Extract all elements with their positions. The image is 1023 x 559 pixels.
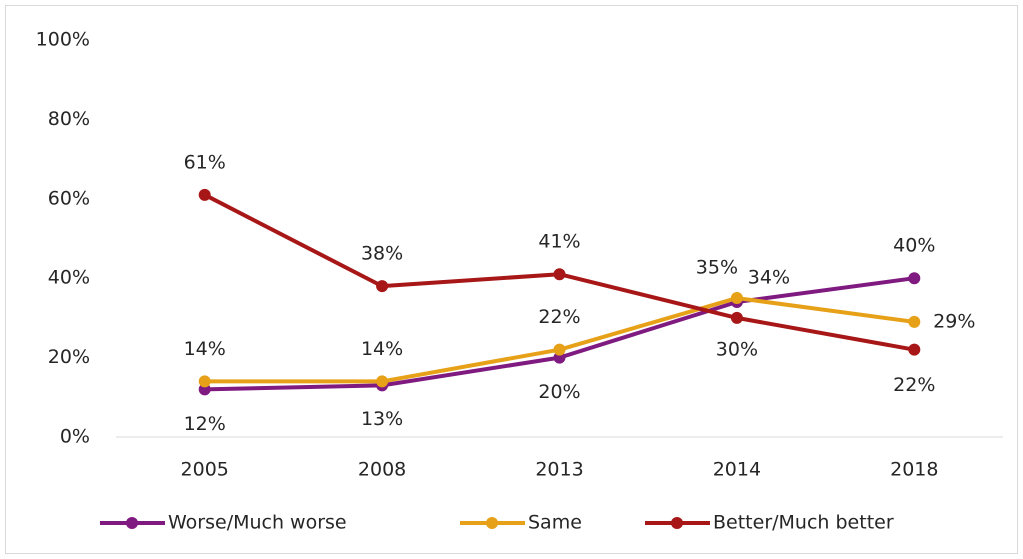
point: [198, 375, 211, 388]
x-tick-label: 2008: [358, 459, 406, 481]
legend-marker: [486, 517, 498, 529]
point: [553, 343, 566, 356]
legend-marker: [126, 517, 138, 529]
data-label: 38%: [361, 243, 403, 265]
legend-label: Better/Much better: [713, 512, 894, 534]
data-label: 13%: [361, 408, 403, 430]
y-tick-label: 80%: [48, 108, 90, 130]
data-label: 41%: [538, 231, 580, 253]
data-label: 30%: [716, 338, 758, 360]
legend-marker: [671, 517, 683, 529]
y-tick-label: 100%: [36, 29, 90, 51]
x-tick-label: 2013: [535, 459, 583, 481]
point: [376, 375, 389, 388]
data-label: 61%: [184, 151, 226, 173]
y-tick-label: 60%: [48, 187, 90, 209]
point: [908, 343, 921, 356]
x-tick-label: 2018: [890, 459, 938, 481]
data-label: 22%: [893, 374, 935, 396]
data-label: 29%: [933, 310, 975, 332]
data-label: 14%: [184, 338, 226, 360]
point: [730, 292, 743, 305]
point: [908, 315, 921, 328]
point: [198, 188, 211, 201]
legend-label: Worse/Much worse: [168, 512, 347, 534]
data-label: 34%: [748, 267, 790, 289]
point: [908, 272, 921, 285]
x-tick-label: 2005: [181, 459, 229, 481]
legend-label: Same: [528, 512, 582, 534]
data-label: 35%: [696, 257, 738, 279]
data-label: 22%: [538, 306, 580, 328]
x-tick-label: 2014: [713, 459, 761, 481]
data-label: 12%: [184, 413, 226, 435]
y-tick-label: 40%: [48, 267, 90, 289]
data-label: 40%: [893, 235, 935, 257]
data-label: 14%: [361, 338, 403, 360]
chart-border: [5, 5, 1018, 554]
point: [553, 268, 566, 281]
y-tick-label: 20%: [48, 346, 90, 368]
y-tick-label: 0%: [60, 426, 90, 448]
point: [376, 280, 389, 293]
point: [730, 311, 743, 324]
data-label: 20%: [538, 381, 580, 403]
